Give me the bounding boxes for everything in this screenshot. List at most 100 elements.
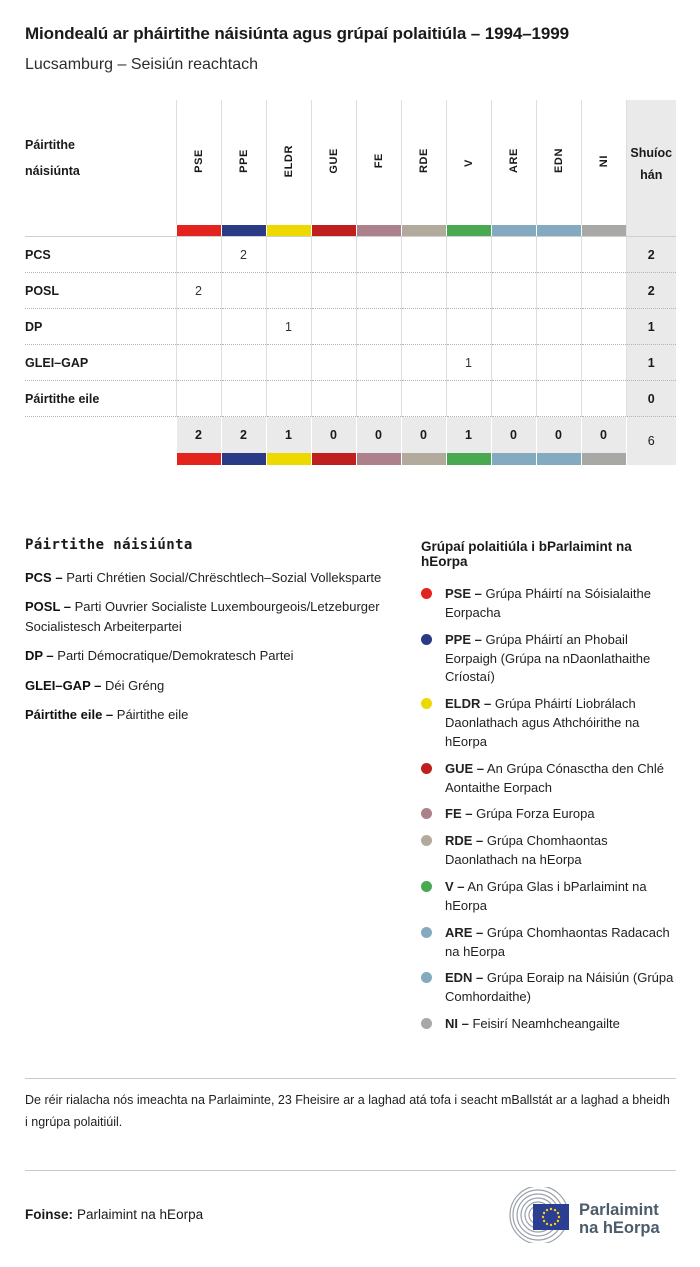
- eu-star: [553, 1208, 557, 1211]
- column-total-RDE: 0: [400, 416, 446, 453]
- bottom-color-bar-cell-FE: [355, 453, 401, 465]
- party-legend-item: PCS – Parti Chrétien Social/Chrëschtlech…: [25, 570, 382, 585]
- ARE-color-bar: [491, 225, 536, 236]
- column-header-label-EDN: EDN: [552, 148, 565, 174]
- column-header-label-GUE: GUE: [327, 148, 340, 174]
- cell-DP-RDE: [400, 308, 446, 345]
- color-bar-cell-V: [445, 225, 491, 237]
- cell-Páirtithe-eile-PPE: [220, 380, 266, 417]
- cell-Páirtithe-eile-PSE: [175, 380, 221, 417]
- cell-Páirtithe-eile-NI: [580, 380, 626, 417]
- row-total-3: 1: [625, 308, 676, 345]
- grand-total: 6: [625, 416, 676, 465]
- page-title: Miondealú ar pháirtithe náisiúnta agus g…: [25, 24, 569, 43]
- row-total-2: 2: [625, 272, 676, 309]
- eu-star: [542, 1211, 546, 1214]
- row-label-3: DP: [25, 308, 176, 345]
- bottom-color-bar-spacer: [25, 453, 176, 465]
- FE-legend-dot: [421, 808, 432, 820]
- cell-DP-EDN: [535, 308, 581, 345]
- group-abbr: NI –: [445, 1016, 469, 1032]
- NI-color-bar: [581, 225, 626, 236]
- PPE-legend-dot: [421, 633, 432, 645]
- party-abbr: PCS –: [25, 570, 63, 585]
- group-legend-text: FE – Grúpa Forza Europa: [445, 806, 595, 822]
- cell-GLEI–GAP-EDN: [535, 344, 581, 381]
- V-color-bar: [446, 225, 491, 236]
- EDN-color-bar: [536, 225, 581, 236]
- group-abbr: V –: [445, 878, 465, 894]
- column-header-PPE: PPE: [220, 100, 266, 225]
- PPE-color-bar: [221, 225, 266, 236]
- divider-bottom: [25, 1169, 676, 1171]
- group-abbr: RDE –: [445, 833, 484, 849]
- group-legend-item: ARE – Grúpa Chomhaontas Radacach na hEor…: [421, 924, 676, 962]
- cell-Páirtithe-eile-FE: [355, 380, 401, 417]
- color-bar-cell-EDN: [535, 225, 581, 237]
- bottom-color-bar-cell-GUE: [310, 453, 356, 465]
- cell-GLEI–GAP-PPE: [220, 344, 266, 381]
- row-total-1: 2: [625, 236, 676, 273]
- table-header-row: Páirtithe náisiúnta PSE PPE ELDR GUE FE RDE V AR…: [25, 100, 676, 237]
- ELDR-legend-dot: [421, 698, 432, 710]
- group-legend-item: V – An Grúpa Glas i bParlaimint na hEorp…: [421, 878, 676, 916]
- seats-column-header-label: Shuíochán: [630, 145, 673, 183]
- party-legend-item: DP – Parti Démocratique/Demokratesch Par…: [25, 648, 294, 664]
- column-total-ELDR: 1: [265, 416, 311, 453]
- row-total-4: 1: [625, 344, 676, 381]
- group-abbr: EDN –: [445, 970, 484, 986]
- european-parliament-logo: Parlaimint na hEorpa: [508, 1186, 676, 1243]
- cell-PCS-FE: [355, 236, 401, 273]
- party-legend-item: POSL – Parti Ouvrier Socialiste Luxembou…: [25, 599, 380, 635]
- cell-Páirtithe-eile-V: [445, 380, 491, 417]
- cell-Páirtithe-eile-GUE: [310, 380, 356, 417]
- cell-Páirtithe-eile-EDN: [535, 380, 581, 417]
- divider-top: [25, 1077, 676, 1079]
- cell-DP-FE: [355, 308, 401, 345]
- bottom-color-bar-cell-PSE: [175, 453, 221, 465]
- cell-Páirtithe-eile-ARE: [490, 380, 536, 417]
- color-bar-cell-NI: [580, 225, 626, 237]
- PSE-bottom-color-bar: [176, 453, 221, 465]
- color-bar-cell-ELDR: [265, 225, 311, 237]
- ELDR-bottom-color-bar: [266, 453, 311, 465]
- cell-GLEI–GAP-GUE: [310, 344, 356, 381]
- color-bar-cell-GUE: [310, 225, 356, 237]
- bottom-color-bar-row: [25, 453, 676, 465]
- column-total-FE: 0: [355, 416, 401, 453]
- group-legend-text: PSE – Grúpa Pháirtí na Sóisialaithe Eorp…: [445, 586, 651, 620]
- table-row: POSL 2 2: [25, 272, 676, 309]
- party-abbr: POSL –: [25, 599, 72, 615]
- cell-PCS-PPE: 2: [220, 236, 266, 273]
- group-legend-item: ELDR – Grúpa Pháirtí Liobrálach Daonlath…: [421, 695, 676, 752]
- bottom-color-bar-cell-ARE: [490, 453, 536, 465]
- cell-DP-ARE: [490, 308, 536, 345]
- party-legend-item: Páirtithe eile – Páirtithe eile: [25, 706, 189, 722]
- cell-POSL-ARE: [490, 272, 536, 309]
- cell-POSL-FE: [355, 272, 401, 309]
- eu-star: [541, 1215, 545, 1218]
- cell-POSL-PPE: [220, 272, 266, 309]
- column-total-EDN: 0: [535, 416, 581, 453]
- column-total-PPE: 2: [220, 416, 266, 453]
- column-header-label-ELDR: ELDR: [282, 144, 295, 178]
- cell-POSL-NI: [580, 272, 626, 309]
- party-abbr: DP –: [25, 648, 54, 664]
- cell-DP-NI: [580, 308, 626, 345]
- EDN-bottom-color-bar: [536, 453, 581, 465]
- column-header-RDE: RDE: [400, 100, 446, 225]
- column-header-label-PSE: PSE: [192, 149, 205, 173]
- color-bar-row-spacer: [25, 225, 176, 237]
- cell-POSL-ELDR: [265, 272, 311, 309]
- eu-star: [545, 1222, 549, 1225]
- column-header-GUE: GUE: [310, 100, 356, 225]
- V-legend-dot: [421, 880, 432, 892]
- cell-DP-ELDR: 1: [265, 308, 311, 345]
- ELDR-color-bar: [266, 225, 311, 236]
- group-legend-text: GUE – An Grúpa Cónasctha den Chlé Aontai…: [445, 760, 664, 795]
- political-groups-legend: Grúpaí polaitiúla i bParlaimint na hEorp…: [421, 537, 676, 1042]
- column-header-V: V: [445, 100, 491, 225]
- row-label-5: Páirtithe eile: [25, 380, 176, 417]
- bottom-color-bar-cell-NI: [580, 453, 626, 465]
